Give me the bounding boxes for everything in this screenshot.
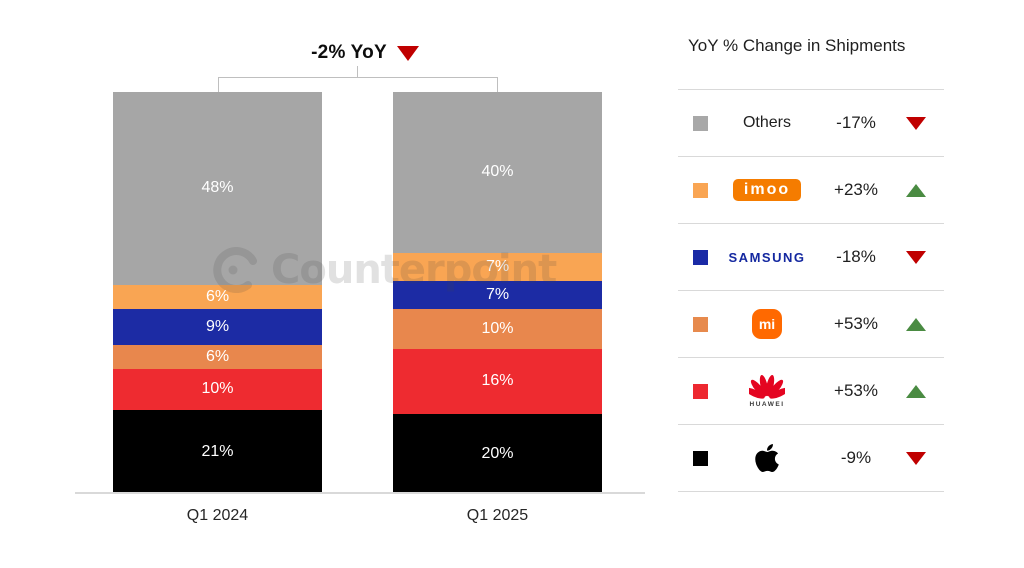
x-axis-line <box>75 492 645 494</box>
segment-value-label: 40% <box>481 163 514 181</box>
trend-icon-zone <box>892 250 940 264</box>
legend-row-samsung: SAMSUNG -18% <box>678 223 944 290</box>
yoy-change-value: +23% <box>834 180 878 199</box>
trend-down-icon <box>396 45 419 61</box>
legend-row-apple: -9% <box>678 424 944 492</box>
segment-value-label: 48% <box>201 179 234 197</box>
bar-segment-huawei: 10% <box>113 369 322 410</box>
brand-label-others: Others <box>742 114 791 131</box>
segment-value-label: 7% <box>485 257 510 275</box>
bracket-horizontal <box>218 77 498 78</box>
bracket-center-tick <box>357 66 358 77</box>
yoy-change-value: +53% <box>834 381 878 400</box>
mi-logo: mi <box>752 309 782 339</box>
trend-icon-zone <box>892 384 940 398</box>
yoy-change-value: +53% <box>834 314 878 333</box>
apple-logo-icon <box>755 444 779 472</box>
legend-title: YoY % Change in Shipments <box>688 36 906 55</box>
bracket-right-tick <box>497 77 498 92</box>
trend-up-icon <box>906 384 926 398</box>
segment-value-label: 6% <box>205 288 230 305</box>
trend-down-icon <box>906 250 926 264</box>
legend-row-imoo: imoo +23% <box>678 156 944 223</box>
huawei-wordmark: HUAWEI <box>749 401 785 408</box>
legend-rows: Others -17% imoo +23% SAMSUNG -18% mi +53% HUAWE… <box>678 89 944 492</box>
segment-value-label: 10% <box>201 380 234 398</box>
huawei-petals-icon <box>749 374 785 399</box>
legend-logo-zone <box>714 442 820 474</box>
category-label-q1-2024: Q1 2024 <box>186 507 249 524</box>
bar-segment-apple: 20% <box>393 413 602 494</box>
trend-icon-zone <box>892 183 940 197</box>
legend-logo-zone: HUAWEI <box>714 374 820 408</box>
bar-segment-mi: 10% <box>393 309 602 350</box>
trend-up-icon <box>906 317 926 331</box>
headline: -2% YoY <box>0 42 730 64</box>
yoy-change-value: -9% <box>840 448 872 467</box>
legend-swatch-apple <box>693 450 708 466</box>
imoo-logo: imoo <box>732 179 802 201</box>
legend-logo-zone: mi <box>714 309 820 339</box>
headline-label: -2% YoY <box>311 42 387 63</box>
trend-down-icon <box>906 451 926 465</box>
legend: YoY % Change in Shipments Others -17% imoo… <box>678 36 944 492</box>
trend-icon-zone <box>892 317 940 331</box>
bar-segment-samsung: 9% <box>113 309 322 346</box>
segment-value-label: 16% <box>481 372 514 390</box>
bar-q1-2025: 40% 7% 7% 10% 16% 20% <box>393 92 602 494</box>
segment-value-label: 21% <box>201 442 234 460</box>
legend-logo-zone: SAMSUNG <box>714 250 820 265</box>
samsung-logo: SAMSUNG <box>728 249 806 265</box>
legend-swatch-others <box>693 115 708 131</box>
yoy-change-value: -18% <box>836 247 876 266</box>
legend-swatch-huawei <box>693 383 708 399</box>
segment-value-label: 6% <box>205 348 230 366</box>
bar-segment-others: 40% <box>393 92 602 253</box>
legend-swatch-imoo <box>693 182 708 198</box>
trend-icon-zone <box>892 116 940 130</box>
legend-swatch-samsung <box>693 249 708 265</box>
trend-icon-zone <box>892 451 940 465</box>
segment-value-label: 10% <box>481 320 514 338</box>
segment-value-label: 9% <box>205 318 230 336</box>
trend-up-icon <box>906 183 926 197</box>
yoy-change-value: -17% <box>836 113 876 132</box>
huawei-logo: HUAWEI <box>749 374 785 408</box>
legend-row-huawei: HUAWEI +53% <box>678 357 944 424</box>
category-label-q1-2025: Q1 2025 <box>466 507 529 524</box>
bar-segment-huawei: 16% <box>393 349 602 414</box>
bar-segment-imoo: 6% <box>113 284 322 310</box>
bar-q1-2024: 48% 6% 9% 6% 10% 21% <box>113 92 322 494</box>
bar-segment-imoo: 7% <box>393 252 602 281</box>
segment-value-label: 20% <box>481 444 514 462</box>
legend-logo-zone: imoo <box>714 179 820 201</box>
bar-segment-samsung: 7% <box>393 280 602 310</box>
legend-row-others: Others -17% <box>678 89 944 156</box>
segment-value-label: 7% <box>485 285 510 303</box>
bar-segment-mi: 6% <box>113 345 322 370</box>
trend-down-icon <box>906 116 926 130</box>
legend-swatch-mi <box>693 316 708 332</box>
bar-segment-apple: 21% <box>113 409 322 494</box>
bracket-left-tick <box>218 77 219 92</box>
legend-logo-zone: Others <box>714 114 820 132</box>
bar-segment-others: 48% <box>113 92 322 285</box>
legend-row-mi: mi +53% <box>678 290 944 357</box>
